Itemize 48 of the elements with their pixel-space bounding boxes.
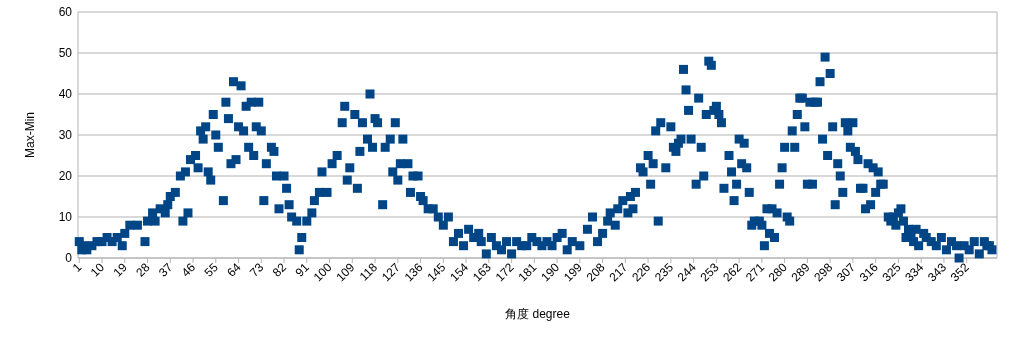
x-tick-label: 136 <box>401 260 426 285</box>
x-tick-label: 100 <box>310 260 335 285</box>
x-tick-label: 334 <box>902 260 927 285</box>
x-tick-label: 10 <box>87 260 108 280</box>
x-tick-label: 127 <box>378 260 404 285</box>
x-tick-label: 289 <box>788 260 813 285</box>
x-tick-label: 91 <box>292 260 313 280</box>
x-tick-label: 37 <box>156 260 176 280</box>
x-tick-label: 316 <box>856 260 881 285</box>
x-tick-label: 298 <box>811 260 836 285</box>
x-tick-label: 190 <box>538 260 563 285</box>
x-tick-label: 244 <box>674 260 699 285</box>
x-tick-label: 73 <box>247 260 267 280</box>
y-axis-title: Max-Min <box>23 111 37 159</box>
x-tick-label: 307 <box>833 260 859 285</box>
x-tick-label: 271 <box>742 260 768 285</box>
y-tick-label: 40 <box>58 87 73 101</box>
x-tick-label: 145 <box>424 260 449 285</box>
x-tick-label: 208 <box>583 260 608 285</box>
y-tick-label: 60 <box>58 5 73 19</box>
x-tick-label: 163 <box>469 260 495 285</box>
x-tick-label: 217 <box>606 260 631 285</box>
x-tick-label: 352 <box>947 260 973 285</box>
x-tick-label: 28 <box>133 260 153 280</box>
x-tick-label: 226 <box>629 260 654 285</box>
x-tick-label: 235 <box>651 260 677 285</box>
y-tick-label: 20 <box>58 169 73 183</box>
x-tick-label: 280 <box>765 260 790 285</box>
x-tick-label: 118 <box>356 260 381 284</box>
x-tick-label: 253 <box>697 260 722 285</box>
x-axis-title: 角度 degree <box>505 307 571 321</box>
x-tick-label: 343 <box>924 260 950 285</box>
x-tick-label: 172 <box>492 260 517 285</box>
x-tick-label: 109 <box>333 260 358 285</box>
x-tick-label: 19 <box>110 260 131 280</box>
x-tick-label: 154 <box>447 260 472 285</box>
x-tick-label: 82 <box>269 260 290 280</box>
y-tick-label: 30 <box>58 128 73 142</box>
y-tick-label: 0 <box>65 251 73 265</box>
x-tick-label: 325 <box>879 260 904 285</box>
y-tick-label: 50 <box>58 46 73 60</box>
y-tick-label: 10 <box>58 210 73 224</box>
x-tick-label: 262 <box>720 260 745 285</box>
x-tick-label: 55 <box>201 260 222 280</box>
x-tick-label: 46 <box>178 260 199 280</box>
x-tick-label: 64 <box>224 260 244 280</box>
x-tick-label: 181 <box>515 260 540 285</box>
x-tick-label: 199 <box>560 260 586 285</box>
